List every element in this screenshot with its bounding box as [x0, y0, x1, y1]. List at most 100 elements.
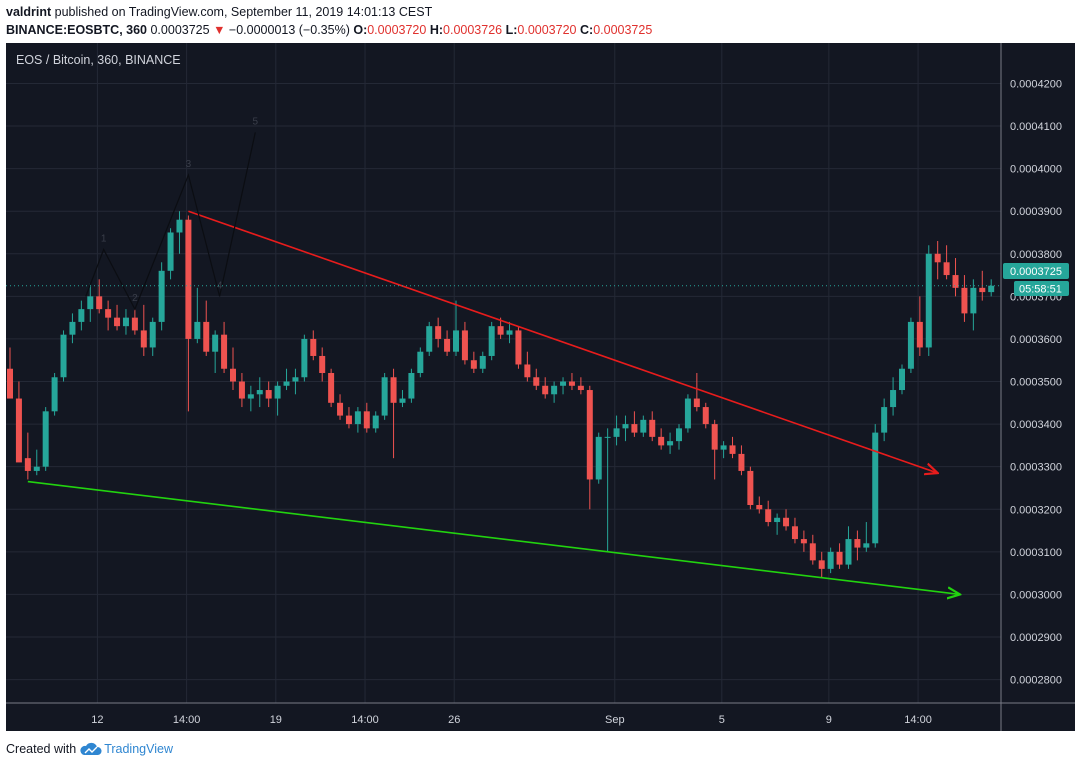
candle-down [7, 368, 13, 399]
candle-down [319, 355, 326, 373]
candle-up [881, 407, 888, 433]
close-value: 0.0003725 [593, 23, 653, 37]
open-value: 0.0003720 [367, 23, 427, 37]
price-tick-label: 0.0002800 [1010, 675, 1062, 687]
candle-down [818, 560, 825, 569]
time-axis-labels: 12 14:00 19 14:00 26 Sep 5 9 14:00 [91, 714, 932, 726]
candle-down [265, 390, 272, 399]
chart-background [6, 43, 1075, 731]
trendlines: 1 2 3 4 5 [6, 116, 1001, 594]
tradingview-cloud-icon [80, 742, 102, 755]
price-tick-label: 0.0003900 [1010, 206, 1062, 218]
candle-up [69, 321, 76, 335]
candle-down [800, 539, 807, 544]
candle-down [702, 407, 709, 425]
candle-down [783, 517, 790, 527]
candle-up [925, 253, 932, 348]
countdown-text: 05:58:51 [1019, 284, 1062, 296]
candle-up [212, 334, 219, 352]
candle-up [149, 321, 156, 348]
last-price: 0.0003725 [150, 23, 210, 37]
candle-down [943, 262, 950, 276]
candle-up [292, 377, 299, 382]
tradingview-logo[interactable]: TradingView [80, 742, 173, 756]
candle-up [256, 390, 263, 395]
last-price-badge: 0.0003725 [1003, 263, 1069, 279]
candle-down [105, 309, 112, 318]
wave-label: 3 [186, 159, 192, 170]
candle-up [283, 381, 290, 386]
candle-up [676, 428, 682, 442]
last-price-badge-text: 0.0003725 [1010, 266, 1062, 278]
countdown-badge-bg [1014, 281, 1069, 296]
candle-down [542, 385, 549, 395]
candle-down [203, 321, 210, 352]
tradingview-brand: TradingView [104, 742, 173, 756]
candle-up [827, 551, 834, 569]
high-value: 0.0003726 [443, 23, 503, 37]
candle-down [756, 505, 763, 510]
author-name[interactable]: valdrint [6, 5, 52, 19]
candle-up [51, 377, 58, 412]
candle-down [631, 424, 638, 433]
candle-up [560, 381, 567, 386]
candle-up [684, 398, 691, 429]
price-axis-labels: 0.0004200 0.0004100 0.0004000 0.0003900 0.00… [1010, 78, 1062, 686]
candle-up [506, 330, 513, 335]
candle-up [970, 287, 977, 314]
candle-up [158, 270, 165, 322]
candle-up [988, 285, 995, 293]
wave-label: 4 [217, 280, 223, 291]
candle-up [453, 330, 459, 352]
candle-down [729, 445, 736, 454]
candle-up [167, 232, 174, 271]
candle-up [399, 398, 406, 403]
candle-down [809, 543, 816, 561]
candle-down [337, 402, 344, 416]
wave-label: 5 [253, 116, 259, 127]
candle-down [461, 330, 468, 361]
chart-title: EOS / Bitcoin, 360, BINANCE [16, 53, 181, 67]
candle-up [354, 411, 361, 425]
candle-down [310, 338, 317, 356]
candle-down [711, 424, 718, 450]
candle-down [791, 526, 798, 540]
candle-down [586, 390, 593, 480]
candle-up [301, 338, 308, 378]
time-tick-label: 9 [826, 714, 832, 726]
candle-down [345, 415, 352, 425]
candle-down [854, 539, 861, 548]
resistance-trendline [188, 210, 937, 473]
price-tick-label: 0.0003500 [1010, 377, 1062, 389]
created-with-label: Created with [6, 742, 77, 756]
candle-up [417, 351, 424, 373]
candle-up [274, 385, 281, 399]
candle-up [774, 517, 781, 523]
candle-up [667, 441, 674, 446]
candle-down [952, 275, 959, 288]
low-value: 0.0003720 [517, 23, 577, 37]
candles [7, 211, 995, 578]
candle-down [363, 411, 370, 429]
time-tick-label: 14:00 [351, 714, 379, 726]
candle-down [470, 360, 477, 369]
wave-label: 2 [132, 293, 138, 304]
time-tick-label: 19 [270, 714, 282, 726]
publish-date: published on TradingView.com, September … [54, 5, 433, 19]
candle-up [176, 219, 183, 233]
candle-up [60, 334, 67, 378]
price-tick-label: 0.0003200 [1010, 504, 1062, 516]
support-trendline [27, 480, 960, 595]
time-tick-label: Sep [605, 714, 625, 726]
price-axis[interactable] [1001, 43, 1075, 731]
candle-down [435, 326, 442, 339]
price-tick-label: 0.0003300 [1010, 462, 1062, 474]
candle-down [328, 373, 335, 403]
price-tick-label: 0.0003600 [1010, 334, 1062, 346]
time-tick-label: 14:00 [904, 714, 932, 726]
candle-up [640, 419, 647, 433]
candle-down [230, 368, 236, 382]
elliott-wave-line [85, 132, 256, 311]
